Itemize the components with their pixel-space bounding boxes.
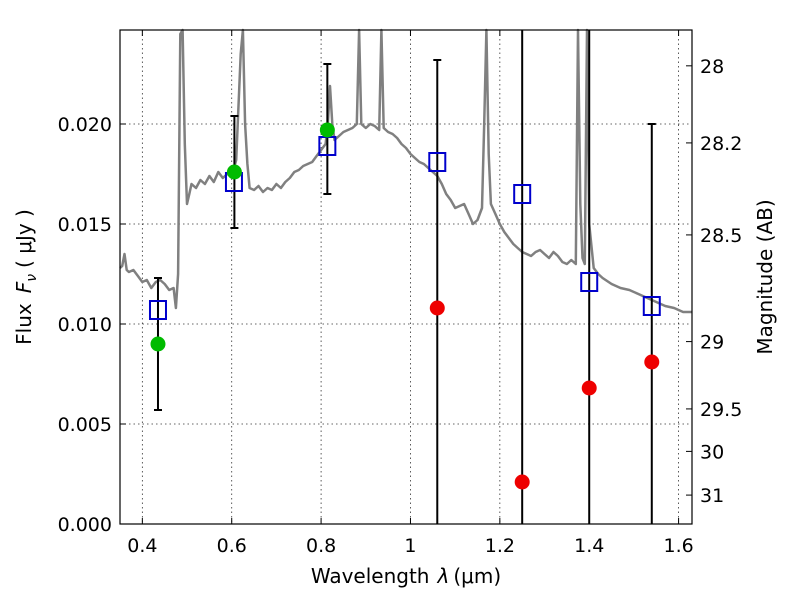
detection-point bbox=[319, 122, 335, 138]
x-tick-label: 1.2 bbox=[485, 535, 515, 557]
y-tick-label: 0.015 bbox=[58, 214, 112, 236]
x-tick-label: 0.8 bbox=[306, 535, 336, 557]
y-tick-label: 0.000 bbox=[58, 514, 112, 536]
template-spectrum-line bbox=[119, 28, 692, 314]
right-tick-label: 29.5 bbox=[700, 399, 742, 421]
upper-limit-point bbox=[581, 380, 597, 396]
x-tick-label: 1.6 bbox=[663, 535, 693, 557]
right-tick-label: 28.2 bbox=[700, 133, 742, 155]
right-tick-label: 28.5 bbox=[700, 225, 742, 247]
point-layer bbox=[150, 122, 660, 490]
y-tick-label: 0.020 bbox=[58, 114, 112, 136]
right-tick-label: 28 bbox=[700, 56, 724, 78]
upper-limit-point bbox=[514, 474, 530, 490]
right-tick-label: 31 bbox=[700, 485, 724, 507]
y-tick-label: 0.010 bbox=[58, 314, 112, 336]
detection-point bbox=[226, 164, 242, 180]
right-tick-label: 29 bbox=[700, 332, 724, 354]
model-box bbox=[513, 184, 532, 204]
plot-frame bbox=[119, 29, 693, 525]
x-tick-label: 1 bbox=[404, 535, 416, 557]
tick-layer: 0.4 0.6 0.8 1 1.2 1.4 1.6 0.000 0.005 0.010 0.015 0… bbox=[58, 30, 742, 557]
upper-limit-point bbox=[429, 300, 445, 316]
right-axis-label: Magnitude (AB) bbox=[753, 199, 777, 354]
x-axis-label: Wavelength λ (μm) bbox=[311, 564, 501, 588]
x-tick-label: 1.4 bbox=[574, 535, 604, 557]
model-box bbox=[580, 272, 599, 292]
y-tick-label: 0.005 bbox=[58, 414, 112, 436]
model-box bbox=[428, 152, 447, 172]
spectrum-layer bbox=[119, 28, 692, 314]
detection-point bbox=[150, 336, 166, 352]
model-box-layer bbox=[148, 136, 661, 320]
grid-layer bbox=[120, 30, 692, 525]
x-tick-label: 0.6 bbox=[217, 535, 247, 557]
model-box bbox=[148, 300, 167, 320]
y-axis-label: FluxFν( μJy ) bbox=[12, 209, 40, 345]
upper-limit-point bbox=[644, 354, 660, 370]
model-box bbox=[642, 296, 661, 316]
right-tick-label: 30 bbox=[700, 441, 724, 463]
x-tick-label: 0.4 bbox=[127, 535, 157, 557]
